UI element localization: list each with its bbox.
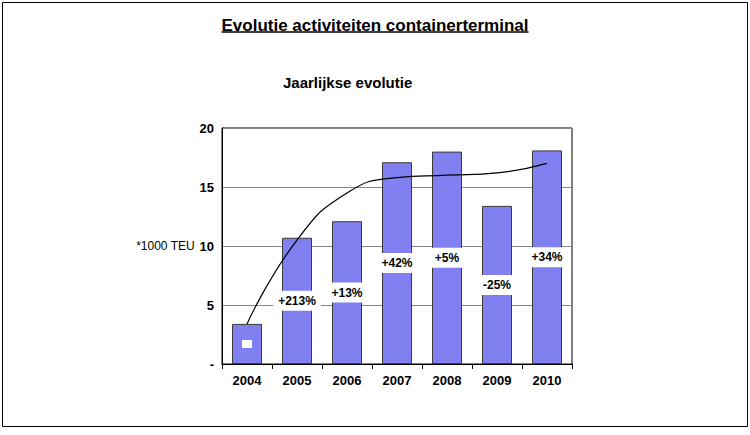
svg-text:+5%: +5% (435, 251, 460, 265)
svg-text:2010: 2010 (533, 373, 562, 388)
svg-text:+42%: +42% (381, 256, 412, 270)
svg-text:2005: 2005 (283, 373, 312, 388)
svg-text:15: 15 (200, 180, 214, 195)
svg-text:20: 20 (200, 121, 214, 136)
svg-text:2008: 2008 (433, 373, 462, 388)
svg-text:2004: 2004 (233, 373, 263, 388)
svg-text:*1000 TEU: *1000 TEU (136, 239, 194, 253)
svg-text:-: - (210, 357, 214, 372)
svg-text:10: 10 (200, 239, 214, 254)
svg-text:+13%: +13% (331, 286, 362, 300)
svg-text:2007: 2007 (383, 373, 412, 388)
svg-text:Evolutie activiteiten containe: Evolutie activiteiten containerterminal (221, 16, 528, 35)
svg-text:2006: 2006 (333, 373, 362, 388)
svg-text:-25%: -25% (483, 278, 511, 292)
svg-text:+213%: +213% (278, 294, 316, 308)
svg-text:Jaarlijkse evolutie: Jaarlijkse evolutie (283, 74, 412, 91)
svg-text:+34%: +34% (531, 250, 562, 264)
svg-text:2009: 2009 (483, 373, 512, 388)
svg-text:5: 5 (207, 298, 214, 313)
